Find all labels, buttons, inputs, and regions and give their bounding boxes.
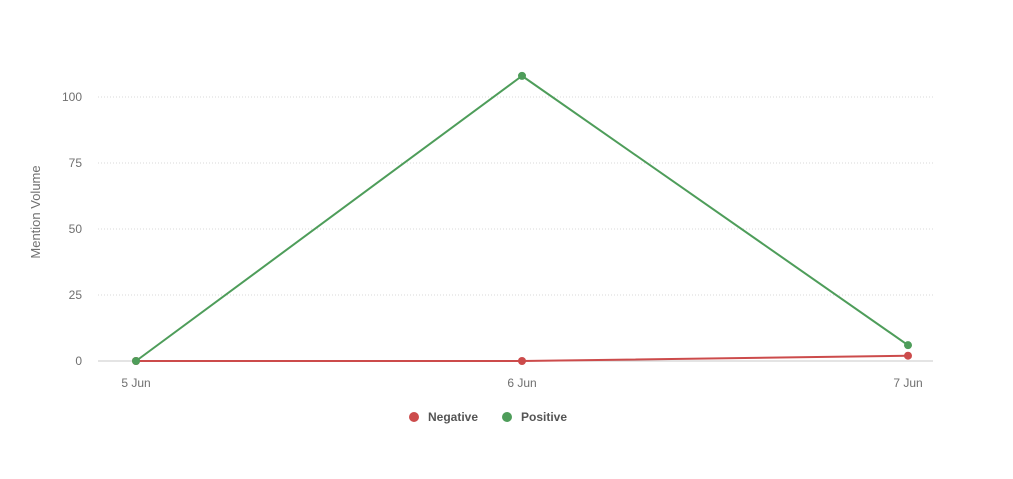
series-layer xyxy=(132,71,912,365)
grid-layer xyxy=(98,96,933,362)
series-positive xyxy=(132,71,912,365)
y-tick-label: 100 xyxy=(62,90,82,104)
legend: Negative Positive xyxy=(409,410,567,424)
legend-label: Negative xyxy=(428,410,478,424)
legend-marker xyxy=(502,412,512,422)
data-point-negative[interactable] xyxy=(904,351,912,360)
y-tick-label: 0 xyxy=(75,354,82,368)
legend-marker xyxy=(409,412,419,422)
y-tick-label: 50 xyxy=(69,222,83,236)
y-tick-label: 25 xyxy=(69,288,83,302)
data-point-positive[interactable] xyxy=(132,357,140,365)
y-axis-ticks: 0 25 50 75 100 xyxy=(62,90,82,368)
y-tick-label: 75 xyxy=(69,156,83,170)
x-axis-ticks: 5 Jun 6 Jun 7 Jun xyxy=(121,376,922,390)
series-negative xyxy=(132,351,912,365)
x-tick-label: 7 Jun xyxy=(893,376,922,390)
x-tick-label: 5 Jun xyxy=(121,376,150,390)
data-point-negative[interactable] xyxy=(518,357,526,365)
legend-item-positive[interactable]: Positive xyxy=(502,410,567,424)
data-point-positive[interactable] xyxy=(518,71,526,80)
x-tick-label: 6 Jun xyxy=(507,376,536,390)
y-axis-title: Mention Volume xyxy=(28,165,43,258)
series-line-positive xyxy=(135,74,909,362)
legend-item-negative[interactable]: Negative xyxy=(409,410,478,424)
legend-label: Positive xyxy=(521,410,567,424)
data-point-positive[interactable] xyxy=(904,341,912,350)
